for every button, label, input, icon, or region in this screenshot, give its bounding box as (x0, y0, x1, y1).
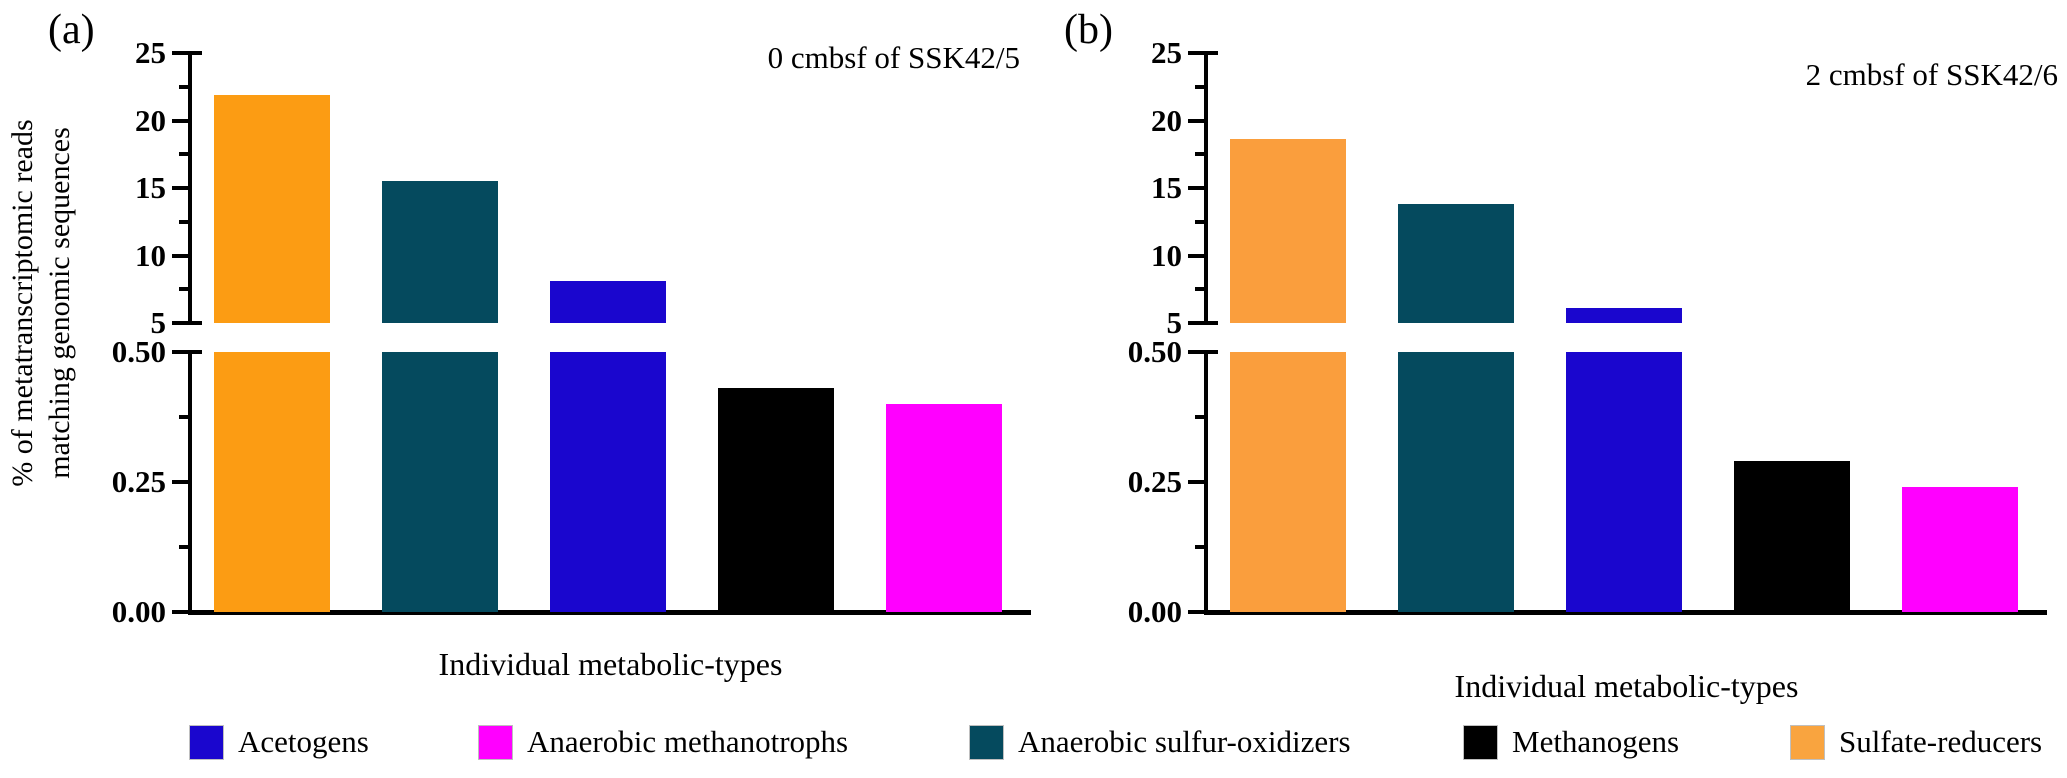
y-minor-tick-12.5 (179, 219, 188, 224)
y-tick-label-20: 20 (1151, 102, 1182, 138)
y-tick-0 (1188, 610, 1204, 614)
panel-b-x-axis-title: Individual metabolic-types (1454, 668, 1799, 704)
y-tick-label-5: 5 (1166, 305, 1183, 340)
y-tick-label-10: 10 (135, 237, 166, 273)
y-minor-tick-7.5 (179, 287, 188, 292)
y-tick-0.25 (1188, 480, 1204, 484)
y-minor-tick-0.125 (179, 545, 188, 549)
bar-acetogens-lower (1566, 352, 1682, 612)
y-minor-tick-7.5 (1195, 287, 1204, 292)
y-tick-5 (172, 321, 202, 325)
bar-acetogens-upper (1566, 308, 1682, 323)
bar-acetogens-upper (550, 281, 666, 323)
y-tick-10 (1188, 253, 1204, 258)
y-tick-0.25 (172, 480, 188, 484)
bar-sulfate-reducers-lower (214, 352, 330, 612)
y-tick-label-0.50: 0.50 (1127, 334, 1182, 369)
panel-a-x-axis-title: Individual metabolic-types (438, 646, 783, 682)
y-tick-0.5 (1188, 350, 1218, 354)
y-tick-label-0.25: 0.25 (111, 464, 166, 499)
y-minor-tick-0.125 (1195, 545, 1204, 549)
y-tick-5 (1188, 321, 1218, 325)
legend-swatch-acetogens (190, 726, 223, 759)
y-tick-label-15: 15 (135, 170, 166, 205)
y-tick-label-25: 25 (135, 35, 166, 70)
y-tick-label-20: 20 (135, 102, 166, 138)
y-tick-0 (172, 610, 188, 614)
y-minor-tick-12.5 (1195, 219, 1204, 224)
panel-b: (b) 2 cmbsf of SSK42/6 25 20 15 10 5 0.50 0.25… (1016, 0, 2067, 730)
bar-anaerobic-methanotrophs-lower (1902, 487, 2018, 612)
bar-sulfate-reducers-upper (214, 94, 330, 323)
legend-label-anaerobic-methanotrophs: Anaerobic methanotrophs (527, 724, 849, 759)
bar-sulfate-reducers-lower (1230, 352, 1346, 612)
y-tick-label-0.50: 0.50 (111, 334, 166, 369)
bar-anaerobic-sulfur-oxidizers-upper (382, 181, 498, 323)
y-tick-label-0.25: 0.25 (1127, 464, 1182, 499)
y-tick-15 (172, 186, 188, 190)
legend-swatch-anaerobic-sulfur-oxidizers (970, 726, 1003, 759)
legend-swatch-sulfate-reducers (1791, 726, 1824, 759)
bar-sulfate-reducers-upper (1230, 139, 1346, 323)
y-tick-20 (172, 118, 188, 123)
bar-methanogens-lower (718, 388, 834, 612)
y-minor-tick-17.5 (1195, 152, 1204, 157)
y-tick-label-10: 10 (1151, 237, 1182, 273)
y-tick-label-25: 25 (1151, 35, 1182, 70)
y-axis-bottom-segment (188, 352, 192, 613)
bar-anaerobic-sulfur-oxidizers-lower (1398, 352, 1514, 612)
y-minor-tick-0.375 (179, 415, 188, 419)
legend-label-acetogens: Acetogens (238, 724, 369, 759)
y-tick-25 (172, 51, 202, 55)
legend-swatch-anaerobic-methanotrophs (479, 726, 512, 759)
bar-anaerobic-sulfur-oxidizers-upper (1398, 204, 1514, 323)
y-axis-top-segment (1204, 51, 1208, 324)
y-tick-20 (1188, 118, 1204, 123)
y-tick-10 (172, 253, 188, 258)
x-axis-line (1204, 610, 2047, 615)
panel-b-sample-annotation: 2 cmbsf of SSK42/6 (1805, 57, 2058, 92)
legend-swatch-methanogens (1464, 726, 1497, 759)
legend-label-methanogens: Methanogens (1512, 724, 1680, 759)
panel-a-sample-annotation: 0 cmbsf of SSK42/5 (767, 40, 1020, 75)
y-minor-tick-0.375 (1195, 415, 1204, 419)
y-minor-tick-17.5 (179, 152, 188, 157)
panel-a-label: (a) (48, 7, 95, 53)
legend-label-anaerobic-sulfur-oxidizers: Anaerobic sulfur-oxidizers (1018, 724, 1351, 759)
y-tick-label-15: 15 (1151, 170, 1182, 205)
panel-a: (a) 0 cmbsf of SSK42/5 25 20 15 10 5 0.50 0.25… (0, 0, 1040, 730)
legend: Acetogens Anaerobic methanotrophs Anaerobi… (0, 722, 2067, 778)
bar-acetogens-lower (550, 352, 666, 612)
y-tick-label-5: 5 (150, 305, 167, 340)
panel-b-label: (b) (1064, 7, 1113, 53)
bar-anaerobic-methanotrophs-lower (886, 404, 1002, 612)
legend-label-sulfate-reducers: Sulfate-reducers (1839, 724, 2043, 759)
y-tick-label-0.00: 0.00 (111, 594, 166, 629)
bar-methanogens-lower (1734, 461, 1850, 612)
y-tick-25 (1188, 51, 1218, 55)
y-axis-bottom-segment (1204, 352, 1208, 613)
y-tick-15 (1188, 186, 1204, 190)
y-tick-label-0.00: 0.00 (1127, 594, 1182, 629)
y-minor-tick-22.5 (1195, 84, 1204, 89)
y-minor-tick-22.5 (179, 84, 188, 89)
bar-anaerobic-sulfur-oxidizers-lower (382, 352, 498, 612)
y-tick-0.5 (172, 350, 202, 354)
x-axis-line (188, 610, 1031, 615)
y-axis-top-segment (188, 51, 192, 324)
